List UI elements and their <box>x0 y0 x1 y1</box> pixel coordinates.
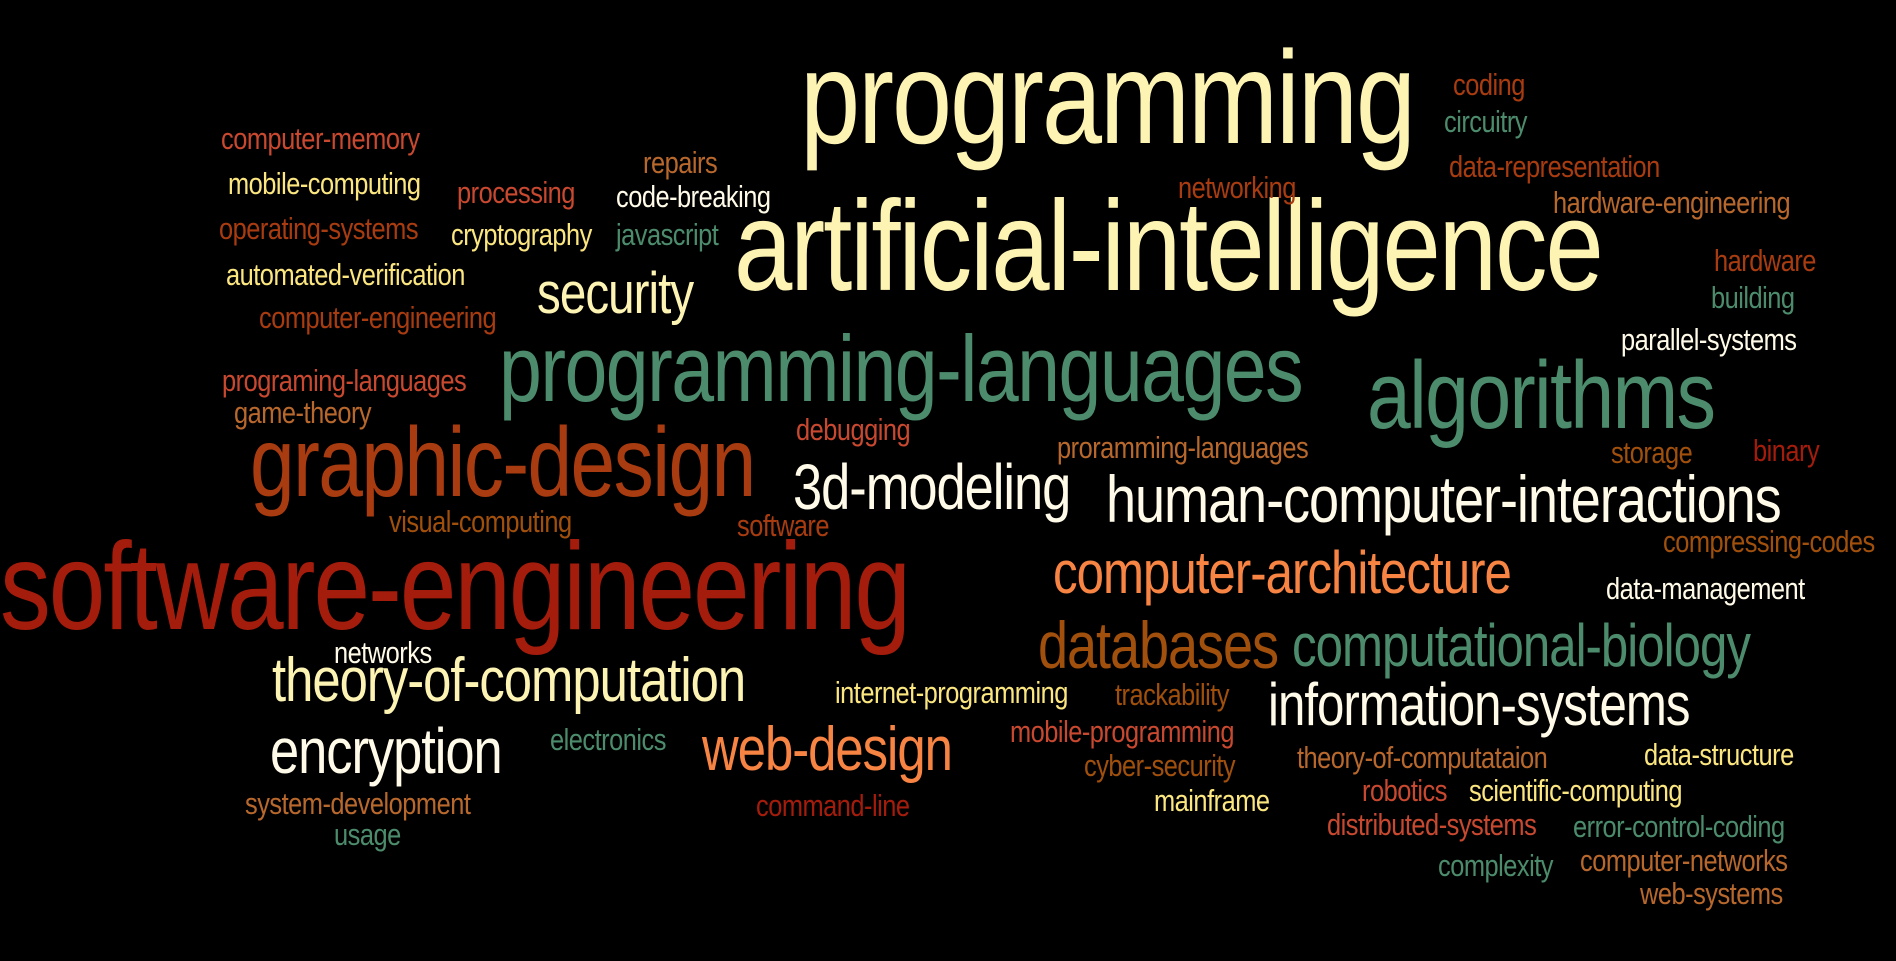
word-command-line: command-line <box>756 788 910 823</box>
word-operating-systems: operating-systems <box>219 211 419 246</box>
word-scientific-computing: scientific-computing <box>1469 773 1683 808</box>
word-artificial-intelligence: artificial-intelligence <box>734 175 1604 318</box>
word-web-systems: web-systems <box>1640 876 1783 911</box>
word-computational-biology: computational-biology <box>1292 612 1751 679</box>
word-distributed-systems: distributed-systems <box>1327 807 1537 842</box>
word-mainframe: mainframe <box>1154 783 1270 818</box>
word-circuitry: circuitry <box>1444 104 1527 139</box>
word-hardware: hardware <box>1714 243 1816 278</box>
word-networks: networks <box>334 635 432 670</box>
word-binary: binary <box>1753 433 1820 468</box>
word-usage: usage <box>334 817 401 852</box>
word-parallel-systems: parallel-systems <box>1621 322 1797 357</box>
word-human-computer-interactions: human-computer-interactions <box>1106 462 1782 536</box>
word-mobile-computing: mobile-computing <box>228 166 421 201</box>
word-processing: processing <box>457 175 575 210</box>
word-computer-memory: computer-memory <box>221 121 420 156</box>
word-information-systems: information-systems <box>1268 671 1690 738</box>
word-networking: networking <box>1178 170 1296 205</box>
word-trackability: trackability <box>1115 677 1229 712</box>
word-3d-modeling: 3d-modeling <box>793 451 1071 523</box>
word-cyber-security: cyber-security <box>1084 748 1236 783</box>
word-hardware-engineering: hardware-engineering <box>1553 185 1791 220</box>
word-storage: storage <box>1611 435 1693 470</box>
word-system-development: system-development <box>245 786 471 821</box>
word-error-control-coding: error-control-coding <box>1573 809 1785 844</box>
word-visual-computing: visual-computing <box>389 504 572 539</box>
word-data-representation: data-representation <box>1449 149 1660 184</box>
word-automated-verification: automated-verification <box>226 257 465 292</box>
word-compressing-codes: compressing-codes <box>1663 524 1875 559</box>
word-building: building <box>1711 280 1795 315</box>
word-security: security <box>537 261 694 326</box>
word-computer-engineering: computer-engineering <box>259 300 497 335</box>
word-cryptography: cryptography <box>451 217 592 252</box>
word-theory-of-computation: theory-of-computation <box>272 646 746 715</box>
word-javascript: javascript <box>616 217 719 252</box>
word-graphic-design: graphic-design <box>250 407 756 517</box>
word-debugging: debugging <box>796 412 911 447</box>
word-programming: programming <box>800 24 1416 171</box>
word-encryption: encryption <box>270 715 503 787</box>
word-theory-of-computataion: theory-of-computataion <box>1297 740 1548 775</box>
word-computer-architecture: computer-architecture <box>1053 539 1512 606</box>
word-complexity: complexity <box>1438 848 1554 883</box>
word-data-management: data-management <box>1606 571 1805 606</box>
word-mobile-programming: mobile-programming <box>1010 714 1234 749</box>
word-code-breaking: code-breaking <box>616 179 771 214</box>
word-repairs: repairs <box>643 145 718 180</box>
word-software: software <box>737 508 830 543</box>
word-game-theory: game-theory <box>234 395 372 430</box>
word-programming-languages: programming-languages <box>499 316 1304 421</box>
word-software-engineering: software-engineering <box>0 518 911 656</box>
word-coding: coding <box>1453 67 1525 102</box>
word-programing-languages: programing-languages <box>222 363 467 398</box>
word-internet-programming: internet-programming <box>835 675 1068 710</box>
word-databases: databases <box>1038 608 1279 682</box>
word-algorithms: algorithms <box>1367 342 1716 449</box>
word-robotics: robotics <box>1362 773 1447 808</box>
word-electronics: electronics <box>550 722 666 757</box>
word-computer-networks: computer-networks <box>1580 843 1788 878</box>
word-proramming-languages: proramming-languages <box>1057 430 1309 465</box>
word-web-design: web-design <box>702 715 953 784</box>
word-data-structure: data-structure <box>1644 737 1794 772</box>
